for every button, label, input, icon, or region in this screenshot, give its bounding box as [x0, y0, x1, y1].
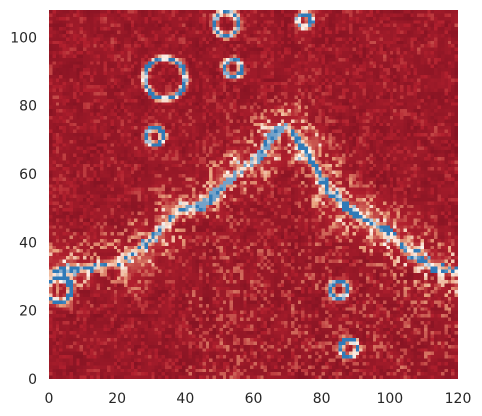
y-tick-label: 100	[10, 30, 37, 46]
x-tick-label: 0	[45, 391, 54, 407]
x-tick-label: 40	[176, 391, 194, 407]
y-tick-label: 0	[28, 372, 37, 388]
y-tick-label: 40	[19, 235, 37, 251]
x-tick-label: 20	[108, 391, 126, 407]
x-tick-label: 80	[313, 391, 331, 407]
y-tick-label: 60	[19, 167, 37, 183]
y-axis: 0 20 40 60 80 100	[10, 30, 37, 388]
x-axis: 0 20 40 60 80 100 120	[45, 391, 472, 407]
y-tick-label: 80	[19, 99, 37, 115]
x-tick-label: 120	[445, 391, 472, 407]
x-tick-label: 60	[245, 391, 263, 407]
heatmap-plot-area	[49, 10, 458, 379]
x-tick-label: 100	[376, 391, 403, 407]
heatmap-image	[49, 10, 458, 379]
y-tick-label: 20	[19, 304, 37, 320]
